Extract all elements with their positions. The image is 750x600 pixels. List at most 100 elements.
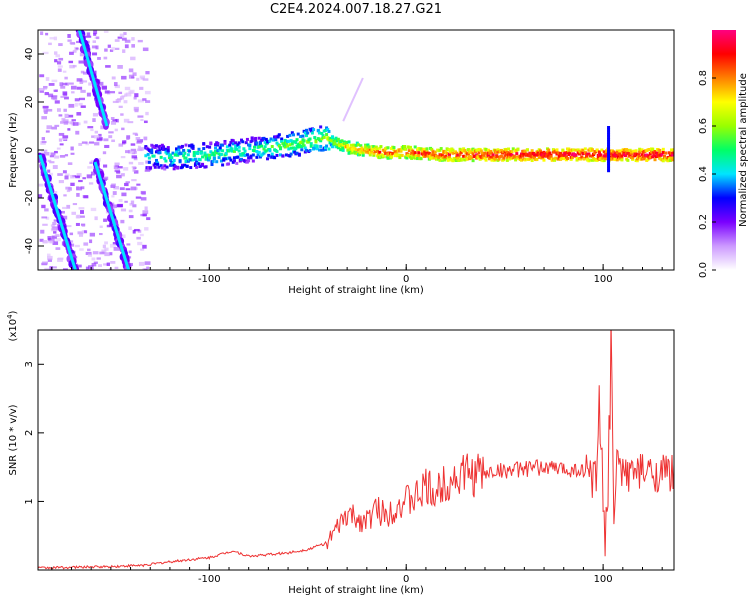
spectrogram-cell	[62, 268, 68, 270]
spectrogram-ridge-cell	[153, 162, 157, 166]
spectrogram-cell	[128, 226, 132, 231]
spectrogram-ridge-cell	[260, 144, 264, 148]
spectrogram-ridge-cell	[335, 139, 339, 143]
spectrogram-cell	[85, 251, 92, 256]
spectrogram-ridge-cell	[329, 138, 333, 142]
colorbar-ticks: 0.0 0.2 0.4 0.6 0.8	[698, 70, 716, 278]
spectrogram-ridge-cell	[326, 136, 330, 140]
spectrogram-ridge-cell	[372, 153, 376, 157]
spectrogram-ridge-cell	[620, 154, 624, 158]
spectrogram-ridge-cell	[477, 151, 481, 155]
spectrogram-ridge-cell	[188, 144, 192, 148]
spectrogram-cell	[116, 204, 123, 208]
spectrogram-ridge-cell	[649, 150, 653, 154]
spectrogram-cell	[121, 192, 127, 197]
spectrogram-cell	[142, 78, 149, 81]
spectrogram-ridge-cell	[270, 152, 274, 156]
spectrogram-cell	[117, 36, 123, 39]
spectrogram-ridge-cell	[305, 148, 309, 152]
snr-x-ticks: -100 0 100	[51, 564, 663, 585]
spectrogram-ridge-cell	[193, 157, 197, 161]
spectrogram-ridge-cell	[563, 151, 567, 155]
spectrogram-cell	[111, 139, 115, 143]
colorbar: 0.0 0.2 0.4 0.6 0.8 Normalized spectral ampl…	[698, 30, 749, 278]
spectrogram-spike-cell	[607, 150, 611, 153]
spectrogram-ridge-cell	[144, 145, 148, 149]
spectrogram-cell	[121, 37, 127, 41]
spectrogram-ridge-cell	[243, 149, 247, 153]
spectrogram-ridge-cell	[310, 131, 314, 135]
spectrogram-spike-cell	[607, 162, 611, 165]
spectrogram-ridge-cell	[183, 163, 187, 167]
x-tick-label: 100	[594, 574, 613, 585]
spectrogram-ridge-cell	[208, 153, 212, 157]
spectrogram-ridge-cell	[456, 157, 460, 161]
spectrogram-ridge-cell	[180, 163, 184, 167]
spectrogram-ridge-cell	[489, 149, 493, 153]
spectrogram-ridge-cell	[457, 155, 461, 159]
spectrogram-cell	[109, 243, 116, 248]
spectrogram-cell	[39, 74, 45, 78]
y-tick-label: 2	[24, 430, 35, 436]
spectrogram-ridge-cell	[486, 153, 490, 157]
spectrogram-ridge-cell	[430, 156, 434, 160]
spectrogram-ridge-cell	[245, 137, 249, 141]
spectrogram-ridge-cell	[574, 153, 578, 157]
spectrogram-ridge-cell	[504, 152, 508, 156]
spectrogram-cell	[71, 85, 77, 90]
spectrogram-ridge-cell	[223, 139, 227, 143]
spectrogram-ridge-cell	[445, 151, 449, 155]
spectrogram-ridge-cell	[235, 161, 239, 165]
spectrogram-cell	[63, 108, 67, 112]
spectrogram-ridge-cell	[247, 156, 251, 160]
snr-x-label: Height of straight line (km)	[288, 585, 424, 596]
spectrogram-cell	[54, 124, 60, 127]
spectrogram-cell	[58, 57, 64, 61]
spectrogram-ridge-cell	[328, 141, 332, 145]
spectrogram-ridge-cell	[457, 158, 461, 162]
spectrogram-cell	[91, 135, 95, 138]
spectrogram-ridge-cell	[451, 151, 455, 155]
spectrogram-spike-cell	[607, 166, 611, 170]
spectrogram-ridge-cell	[300, 148, 304, 152]
spectrogram-ridge-cell	[385, 151, 389, 155]
spectrogram-ridge-cell	[156, 162, 160, 166]
spectrogram-cell	[127, 121, 134, 124]
spectrogram-ridge-cell	[507, 153, 511, 157]
snr-scale-label: (x104)	[6, 310, 19, 341]
spectrogram-cell	[101, 249, 107, 254]
spectrogram-cell	[82, 177, 86, 180]
spectrogram-ridge-cell	[309, 142, 313, 146]
spectrogram-cell	[64, 154, 69, 157]
spectrogram-ridge-cell	[664, 151, 668, 155]
spectrogram-cell	[80, 186, 85, 190]
spectrogram-cell	[79, 97, 86, 101]
spectrogram-cell	[104, 144, 110, 149]
spectrogram-ridge-cell	[339, 148, 343, 152]
spectrogram-ridge-cell	[262, 147, 266, 151]
spectrogram-cell	[115, 99, 121, 103]
spectrogram-ridge-cell	[153, 145, 157, 149]
spectrogram-ridge-cell	[430, 147, 434, 151]
spectrogram-cell	[75, 264, 82, 268]
spectrogram-ridge-cell	[584, 155, 588, 159]
spectrogram-ridge-cell	[191, 146, 195, 150]
spectrogram-cell	[120, 156, 126, 159]
spectrogram-ridge-cell	[175, 150, 179, 154]
spectrogram-ridge-cell	[507, 147, 511, 151]
spectrogram-cell	[51, 235, 57, 239]
spectrogram-cell	[47, 258, 53, 262]
spectrogram-cell	[48, 83, 55, 86]
spectrogram-cell	[75, 47, 79, 50]
spectrogram-cell	[52, 165, 58, 170]
spectrogram-ridge-cell	[307, 140, 311, 144]
spectrogram-ridge-cell	[661, 159, 665, 163]
spectrogram-cell	[108, 135, 113, 139]
spectrogram-ridge-cell	[658, 148, 662, 152]
spectrogram-spike-cell	[607, 133, 611, 137]
spectrogram-ridge-cell	[352, 148, 356, 152]
spectrogram-ridge-cell	[219, 152, 223, 156]
spectrogram-ridge-cell	[178, 159, 182, 163]
spectrogram-ridge-cell	[614, 154, 618, 158]
spectrogram-ridge-cell	[294, 140, 298, 144]
